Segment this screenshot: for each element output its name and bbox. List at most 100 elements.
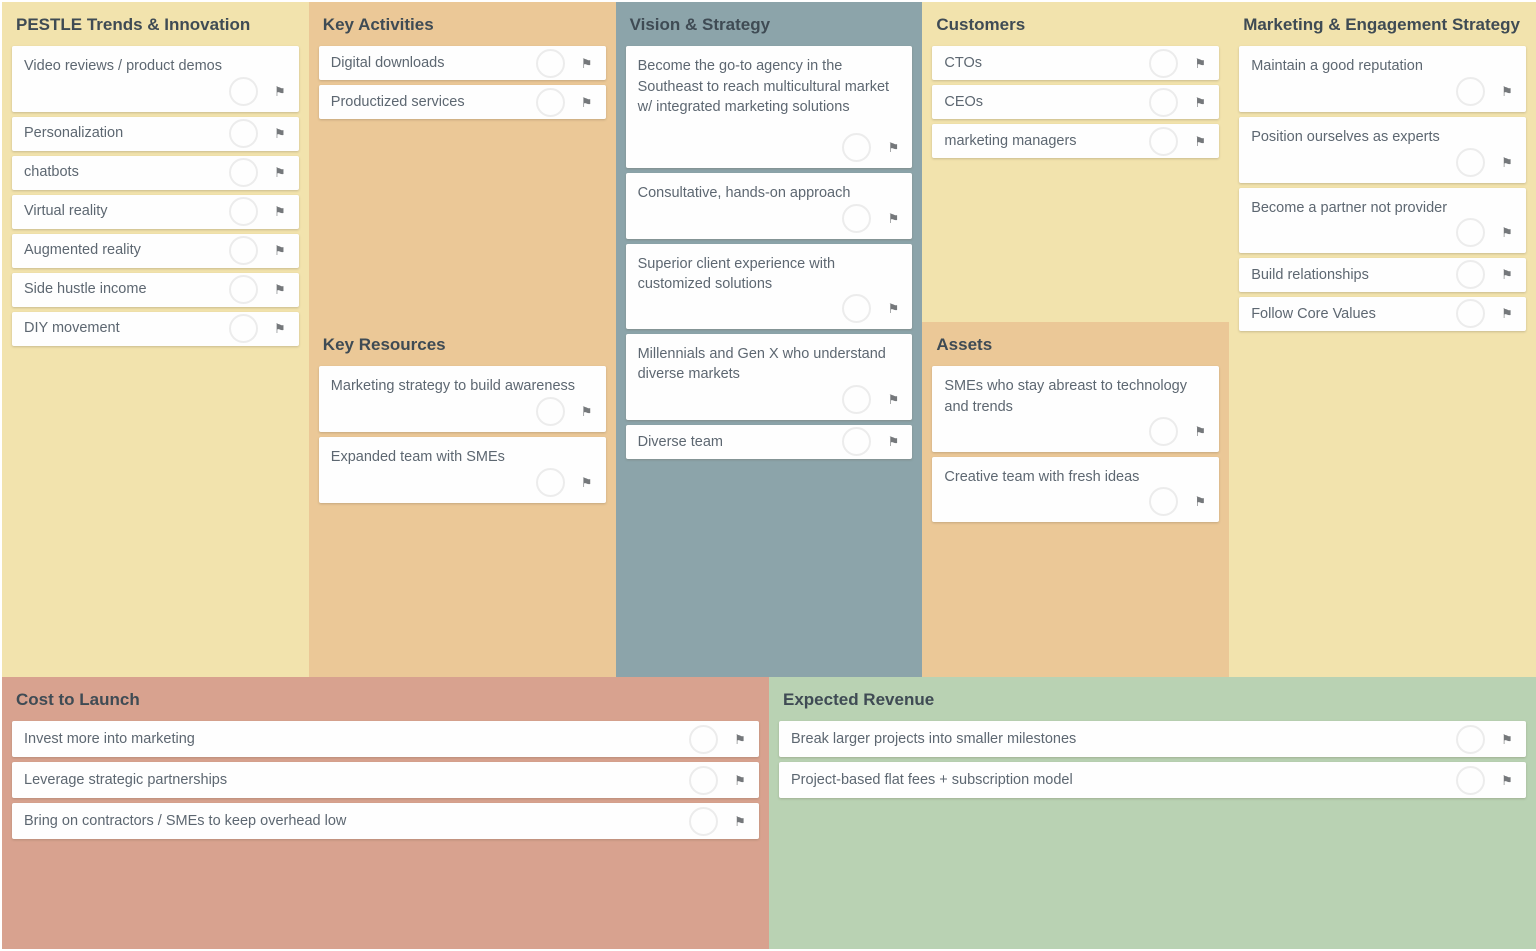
avatar-circle-icon[interactable] (689, 765, 718, 795)
flag-icon[interactable]: ⚑ (1501, 154, 1513, 170)
card-consultative-approach[interactable]: Consultative, hands-on approach ⚑ (625, 173, 913, 239)
avatar-circle-icon[interactable] (1456, 765, 1485, 795)
card-smes-technology[interactable]: SMEs who stay abreast to technology and … (932, 366, 1220, 452)
avatar-circle-icon[interactable] (689, 806, 718, 836)
flag-icon[interactable]: ⚑ (734, 772, 746, 788)
avatar-circle-icon[interactable] (842, 203, 872, 233)
card-text: Become a partner not provider (1251, 199, 1448, 216)
avatar-circle-icon[interactable] (228, 197, 258, 227)
avatar-circle-icon[interactable] (1455, 299, 1485, 329)
avatar-circle-icon[interactable] (1149, 487, 1179, 517)
flag-icon[interactable]: ⚑ (887, 210, 900, 226)
avatar-circle-icon[interactable] (228, 236, 258, 266)
flag-icon[interactable]: ⚑ (580, 55, 593, 71)
avatar-circle-icon[interactable] (228, 119, 258, 149)
card-creative-team[interactable]: Creative team with fresh ideas ⚑ (932, 456, 1220, 523)
card-diy-movement[interactable]: DIY movement ⚑ (12, 311, 299, 346)
card-strategic-partnerships[interactable]: Leverage strategic partnerships ⚑ (12, 762, 759, 799)
avatar-circle-icon[interactable] (842, 294, 872, 324)
card-icons: ⚑ (228, 158, 287, 188)
flag-icon[interactable]: ⚑ (887, 391, 900, 407)
avatar-circle-icon[interactable] (842, 384, 872, 414)
avatar-circle-icon[interactable] (1456, 724, 1485, 754)
avatar-circle-icon[interactable] (228, 158, 258, 188)
avatar-circle-icon[interactable] (228, 314, 258, 344)
flag-icon[interactable]: ⚑ (1194, 494, 1207, 510)
flag-icon[interactable]: ⚑ (1194, 55, 1207, 71)
card-video-reviews[interactable]: Video reviews / product demos ⚑ (12, 46, 299, 112)
flag-icon[interactable]: ⚑ (580, 474, 593, 490)
card-digital-downloads[interactable]: Digital downloads ⚑ (318, 46, 606, 81)
avatar-circle-icon[interactable] (1455, 147, 1485, 177)
card-augmented-reality[interactable]: Augmented reality ⚑ (12, 233, 299, 268)
avatar-circle-icon[interactable] (228, 275, 258, 305)
avatar-circle-icon[interactable] (228, 76, 258, 106)
flag-icon[interactable]: ⚑ (734, 731, 746, 747)
card-expanded-team[interactable]: Expanded team with SMEs ⚑ (318, 437, 606, 503)
avatar-circle-icon[interactable] (1455, 217, 1485, 247)
card-follow-core-values[interactable]: Follow Core Values ⚑ (1239, 296, 1526, 331)
avatar-circle-icon[interactable] (842, 133, 872, 163)
card-ceos[interactable]: CEOs ⚑ (932, 85, 1220, 120)
top-row: PESTLE Trends & Innovation Video reviews… (2, 2, 1536, 677)
card-icons: ⚑ (842, 384, 900, 414)
card-ctos[interactable]: CTOs ⚑ (932, 46, 1220, 81)
card-contractors-overhead[interactable]: Bring on contractors / SMEs to keep over… (12, 803, 759, 840)
flag-icon[interactable]: ⚑ (1194, 94, 1207, 110)
flag-icon[interactable]: ⚑ (1194, 133, 1207, 149)
flag-icon[interactable]: ⚑ (273, 243, 286, 259)
card-personalization[interactable]: Personalization ⚑ (12, 116, 299, 151)
card-side-hustle[interactable]: Side hustle income ⚑ (12, 272, 299, 307)
card-go-to-agency[interactable]: Become the go-to agency in the Southeast… (625, 46, 913, 169)
card-diverse-team[interactable]: Diverse team ⚑ (625, 424, 913, 459)
card-millennials-genx[interactable]: Millennials and Gen X who understand div… (625, 334, 913, 420)
avatar-circle-icon[interactable] (1149, 48, 1179, 78)
card-smaller-milestones[interactable]: Break larger projects into smaller miles… (779, 721, 1526, 758)
flag-icon[interactable]: ⚑ (1501, 224, 1513, 240)
flag-icon[interactable]: ⚑ (887, 301, 900, 317)
avatar-circle-icon[interactable] (842, 427, 872, 457)
card-good-reputation[interactable]: Maintain a good reputation ⚑ (1239, 46, 1526, 113)
card-superior-experience[interactable]: Superior client experience with customiz… (625, 243, 913, 330)
avatar-circle-icon[interactable] (1149, 416, 1179, 446)
card-virtual-reality[interactable]: Virtual reality ⚑ (12, 194, 299, 229)
flag-icon[interactable]: ⚑ (580, 94, 593, 110)
avatar-circle-icon[interactable] (1455, 260, 1485, 290)
flag-icon[interactable]: ⚑ (273, 165, 286, 181)
flag-icon[interactable]: ⚑ (1194, 423, 1207, 439)
flag-icon[interactable]: ⚑ (1501, 772, 1513, 788)
avatar-circle-icon[interactable] (535, 397, 565, 427)
flag-icon[interactable]: ⚑ (273, 321, 286, 337)
flag-icon[interactable]: ⚑ (1501, 306, 1513, 322)
avatar-circle-icon[interactable] (1149, 126, 1179, 156)
avatar-circle-icon[interactable] (535, 48, 565, 78)
flag-icon[interactable]: ⚑ (580, 404, 593, 420)
flag-icon[interactable]: ⚑ (1501, 731, 1513, 747)
card-marketing-managers[interactable]: marketing managers ⚑ (932, 124, 1220, 159)
flag-icon[interactable]: ⚑ (1501, 84, 1513, 100)
flag-icon[interactable]: ⚑ (887, 434, 900, 450)
section-title-pestle: PESTLE Trends & Innovation (16, 15, 251, 34)
flag-icon[interactable]: ⚑ (273, 282, 286, 298)
card-text: Break larger projects into smaller miles… (791, 731, 1077, 748)
card-build-relationships[interactable]: Build relationships ⚑ (1239, 257, 1526, 292)
flag-icon[interactable]: ⚑ (734, 813, 746, 829)
flag-icon[interactable]: ⚑ (273, 126, 286, 142)
card-marketing-strategy[interactable]: Marketing strategy to build awareness ⚑ (318, 366, 606, 433)
card-chatbots[interactable]: chatbots ⚑ (12, 155, 299, 190)
card-position-experts[interactable]: Position ourselves as experts ⚑ (1239, 117, 1526, 183)
card-invest-marketing[interactable]: Invest more into marketing ⚑ (12, 721, 759, 758)
card-icons: ⚑ (1455, 299, 1514, 329)
flag-icon[interactable]: ⚑ (273, 83, 286, 99)
card-productized-services[interactable]: Productized services ⚑ (318, 85, 606, 120)
flag-icon[interactable]: ⚑ (1501, 267, 1513, 283)
avatar-circle-icon[interactable] (535, 467, 565, 497)
avatar-circle-icon[interactable] (535, 87, 565, 117)
flag-icon[interactable]: ⚑ (273, 204, 286, 220)
avatar-circle-icon[interactable] (1455, 77, 1485, 107)
card-partner-not-provider[interactable]: Become a partner not provider ⚑ (1239, 187, 1526, 253)
flag-icon[interactable]: ⚑ (887, 140, 900, 156)
avatar-circle-icon[interactable] (1149, 87, 1179, 117)
card-flat-fees-subscription[interactable]: Project-based flat fees + subscription m… (779, 762, 1526, 799)
avatar-circle-icon[interactable] (689, 724, 718, 754)
